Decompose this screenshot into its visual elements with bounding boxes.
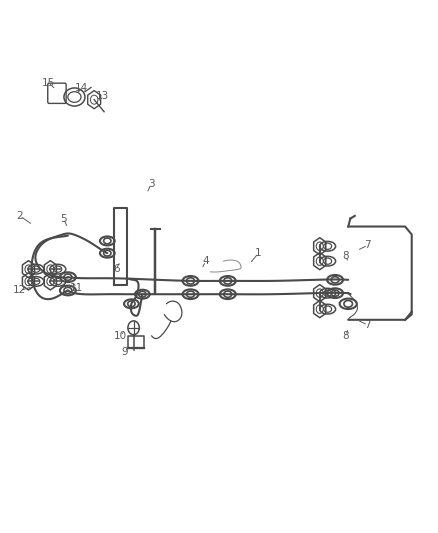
Text: 10: 10 (114, 331, 127, 341)
Text: 6: 6 (113, 264, 120, 274)
Text: 7: 7 (364, 320, 371, 330)
Text: 5: 5 (60, 214, 67, 223)
Text: 11: 11 (70, 283, 83, 293)
Text: 12: 12 (13, 286, 26, 295)
Text: 13: 13 (96, 91, 110, 101)
Text: 9: 9 (121, 347, 128, 357)
Text: 8: 8 (343, 251, 350, 261)
Text: 1: 1 (255, 248, 262, 258)
Text: 3: 3 (148, 179, 155, 189)
Text: 15: 15 (42, 78, 55, 87)
Text: 14: 14 (74, 83, 88, 93)
Text: 2: 2 (16, 211, 23, 221)
Text: 4: 4 (202, 256, 209, 266)
Text: 7: 7 (364, 240, 371, 250)
Text: 8: 8 (343, 331, 350, 341)
